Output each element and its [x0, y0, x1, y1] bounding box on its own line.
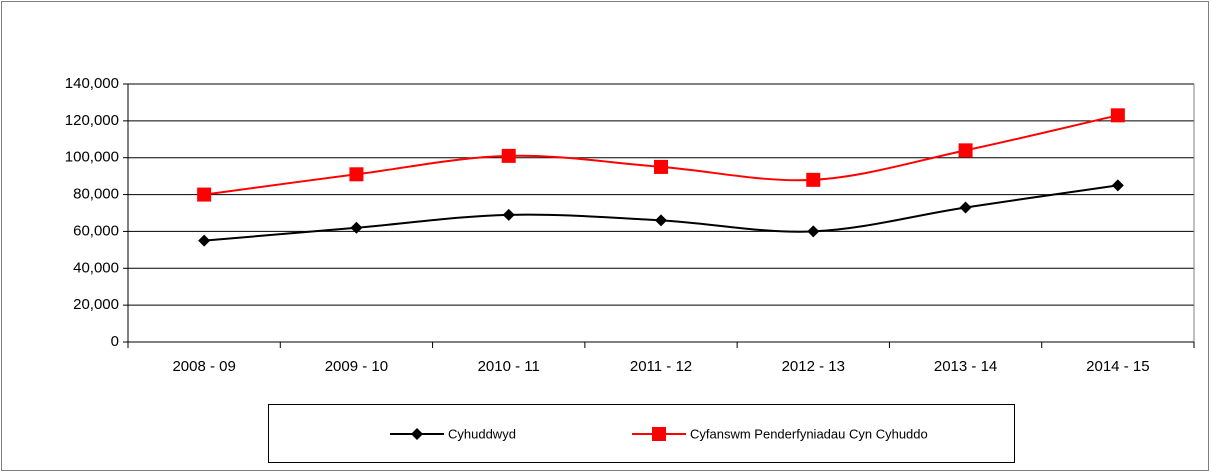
data-point	[806, 172, 821, 187]
y-tick-label: 80,000	[73, 186, 119, 203]
legend-label: Cyhuddwyd	[448, 426, 516, 441]
data-point	[958, 143, 973, 158]
y-tick-label: 100,000	[65, 149, 119, 166]
x-tick-label: 2012 - 13	[782, 358, 845, 375]
x-tick-label: 2014 - 15	[1086, 358, 1149, 375]
data-point	[198, 234, 211, 247]
y-tick-label: 120,000	[65, 112, 119, 129]
data-point	[807, 225, 820, 238]
x-tick-label: 2013 - 14	[934, 358, 997, 375]
y-tick-label: 20,000	[73, 296, 119, 313]
x-tick-label: 2011 - 12	[630, 358, 692, 375]
y-tick-label: 60,000	[73, 222, 119, 239]
data-point	[349, 167, 364, 182]
data-point	[350, 221, 363, 234]
legend: Cyhuddwyd Cyfanswm Penderfyniadau Cyn Cyh…	[268, 404, 1015, 463]
x-tick-label: 2008 - 09	[172, 358, 235, 375]
legend-label: Cyfanswm Penderfyniadau Cyn Cyhuddo	[690, 426, 928, 441]
legend-marker	[652, 427, 666, 441]
y-tick-label: 140,000	[65, 75, 119, 92]
data-point	[1110, 108, 1125, 123]
data-point	[197, 187, 212, 202]
y-tick-label: 0	[111, 333, 119, 350]
x-tick-label: 2010 - 11	[478, 358, 540, 375]
legend-marker	[411, 428, 423, 440]
data-point	[1111, 179, 1124, 192]
data-point	[959, 201, 972, 214]
data-point	[654, 159, 668, 174]
data-point	[501, 148, 516, 163]
x-tick-label: 2009 - 10	[325, 358, 388, 375]
data-point	[655, 214, 667, 227]
y-tick-label: 40,000	[73, 259, 119, 276]
data-point	[502, 208, 515, 221]
